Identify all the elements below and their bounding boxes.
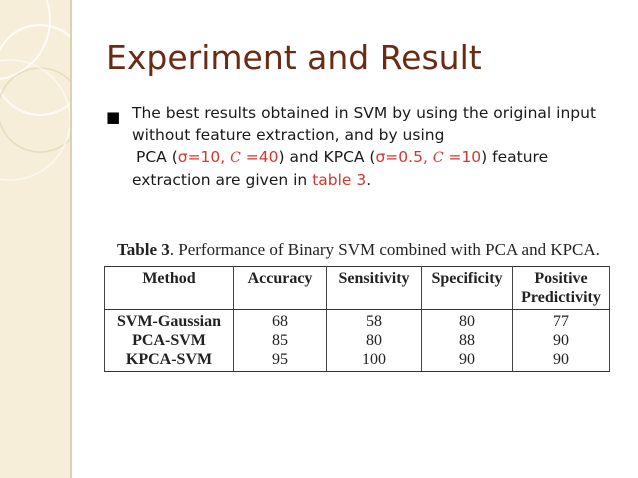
cell-accuracy: 95 xyxy=(233,350,327,372)
kpca-c-symbol: C xyxy=(432,150,444,166)
cell-method: SVM-Gaussian xyxy=(104,309,234,331)
table-header-row: Method Accuracy Sensitivity Specificity … xyxy=(104,266,610,310)
cell-positive-predictivity: 90 xyxy=(512,350,610,372)
table-row: KPCA-SVM 95 100 90 90 xyxy=(104,350,610,372)
bullet-line-3: PCA (σ=10, C =40) and KPCA (σ=0.5, C =10… xyxy=(132,146,626,169)
table-row: SVM-Gaussian 68 58 80 77 xyxy=(104,309,610,331)
bullet-line-1: The best results obtained in SVM by usin… xyxy=(132,104,597,122)
table-row: PCA-SVM 85 80 88 90 xyxy=(104,331,610,350)
header-positive-predictivity: Positive Predictivity xyxy=(512,266,610,310)
cell-method: KPCA-SVM xyxy=(104,350,234,372)
table-caption-text: . Performance of Binary SVM combined wit… xyxy=(169,240,600,259)
pca-sigma: σ=10, xyxy=(177,148,231,166)
bullet-line-4: extraction are given in table 3. xyxy=(132,169,626,191)
table-caption: Table 3. Performance of Binary SVM combi… xyxy=(117,240,600,260)
cell-specificity: 88 xyxy=(421,331,513,350)
decorative-sidebar xyxy=(0,0,70,478)
extraction-text: extraction are given in xyxy=(132,171,313,189)
cell-sensitivity: 58 xyxy=(326,309,422,331)
bullet-text: ■ The best results obtained in SVM by us… xyxy=(106,102,626,191)
sidebar-divider xyxy=(70,0,72,478)
pca-label: PCA ( xyxy=(136,148,178,166)
kpca-sigma: σ=0.5, xyxy=(375,148,433,166)
period: . xyxy=(366,171,372,189)
cell-accuracy: 68 xyxy=(233,309,327,331)
header-specificity: Specificity xyxy=(421,266,513,310)
pca-c-symbol: C xyxy=(230,150,241,166)
cell-specificity: 80 xyxy=(421,309,513,331)
cell-sensitivity: 100 xyxy=(326,350,422,372)
pca-c-value: =40 xyxy=(240,148,279,166)
bullet-marker-icon: ■ xyxy=(106,108,121,126)
cell-accuracy: 85 xyxy=(233,331,327,350)
header-method: Method xyxy=(104,266,234,310)
cell-positive-predictivity: 77 xyxy=(512,309,610,331)
table-reference-link: table 3 xyxy=(312,171,367,189)
cell-positive-predictivity: 90 xyxy=(512,331,610,350)
cell-method: PCA-SVM xyxy=(104,331,234,350)
bullet-line-2: without feature extraction, and by using xyxy=(132,126,445,144)
kpca-label: ) and KPCA ( xyxy=(278,148,376,166)
decorative-circles xyxy=(0,0,70,181)
header-sensitivity: Sensitivity xyxy=(326,266,422,310)
cell-specificity: 90 xyxy=(421,350,513,372)
cell-sensitivity: 80 xyxy=(326,331,422,350)
slide-title: Experiment and Result xyxy=(106,38,482,77)
table-caption-label: Table 3 xyxy=(117,240,170,259)
performance-table: Method Accuracy Sensitivity Specificity … xyxy=(104,266,610,372)
kpca-c-value: =10 xyxy=(443,148,482,166)
bullet-item: ■ The best results obtained in SVM by us… xyxy=(106,102,626,191)
header-accuracy: Accuracy xyxy=(233,266,327,310)
feature-label: ) feature xyxy=(481,148,549,166)
